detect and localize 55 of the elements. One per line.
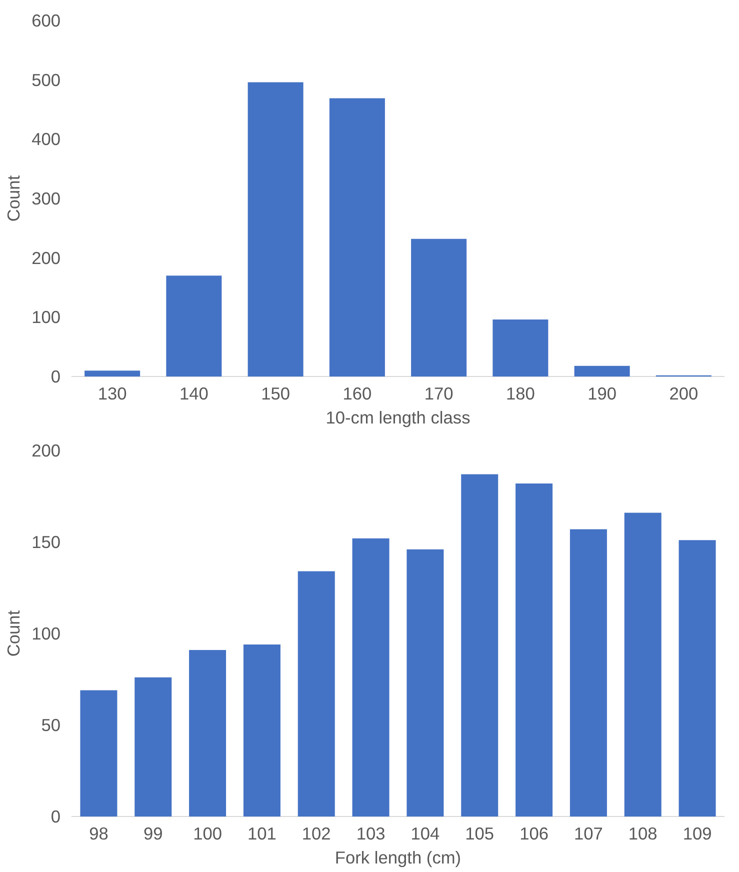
x-axis-title: Fork length (cm) — [334, 848, 462, 868]
bar — [678, 540, 716, 816]
bar — [516, 483, 553, 816]
bar — [80, 690, 118, 816]
y-tick-label: 0 — [50, 366, 61, 386]
y-tick-label: 200 — [32, 248, 61, 268]
bar — [189, 650, 226, 816]
y-axis-title: Count — [4, 610, 24, 657]
y-axis-title: Count — [4, 175, 24, 222]
y-tick-label: 100 — [32, 307, 61, 328]
bar — [461, 474, 498, 816]
x-tick-label: 160 — [342, 384, 372, 404]
x-tick-label: 130 — [98, 384, 127, 404]
bar — [406, 549, 444, 816]
bar — [298, 571, 335, 816]
x-tick-label: 170 — [424, 384, 454, 404]
bar — [624, 512, 662, 816]
x-tick-label: 150 — [261, 384, 290, 404]
x-tick-label: 107 — [574, 824, 603, 844]
y-tick-label: 500 — [32, 70, 61, 90]
x-tick-label: 103 — [356, 824, 386, 844]
x-tick-label: 140 — [179, 384, 208, 404]
y-tick-label: 200 — [32, 440, 61, 460]
x-tick-label: 200 — [669, 384, 698, 404]
x-axis-title: 10-cm length class — [326, 408, 471, 428]
x-tick-label: 105 — [465, 824, 494, 844]
x-tick-label: 104 — [410, 824, 440, 844]
bar — [574, 366, 630, 376]
bar — [352, 538, 390, 816]
y-tick-label: 0 — [50, 806, 61, 826]
x-tick-label: 190 — [588, 384, 617, 404]
bar — [411, 238, 467, 376]
bar — [84, 370, 140, 376]
bar — [248, 82, 304, 376]
y-tick-label: 400 — [32, 129, 61, 150]
bar — [166, 276, 222, 376]
y-tick-label: 100 — [32, 624, 61, 644]
x-tick-label: 109 — [682, 824, 712, 844]
x-tick-label: 102 — [302, 824, 331, 844]
bar — [329, 98, 385, 376]
y-tick-label: 600 — [32, 10, 61, 30]
bar — [243, 644, 280, 816]
x-tick-label: 98 — [89, 824, 108, 844]
bar — [492, 320, 548, 376]
y-tick-label: 300 — [32, 188, 61, 208]
x-tick-label: 99 — [143, 824, 163, 844]
y-tick-label: 150 — [32, 532, 61, 552]
x-tick-label: 108 — [628, 824, 658, 844]
x-tick-label: 101 — [248, 824, 276, 844]
bar — [570, 529, 607, 816]
y-tick-label: 50 — [41, 715, 61, 735]
x-tick-label: 180 — [506, 384, 535, 404]
bar — [134, 677, 172, 816]
x-tick-label: 100 — [193, 824, 222, 844]
x-tick-label: 106 — [520, 824, 549, 844]
